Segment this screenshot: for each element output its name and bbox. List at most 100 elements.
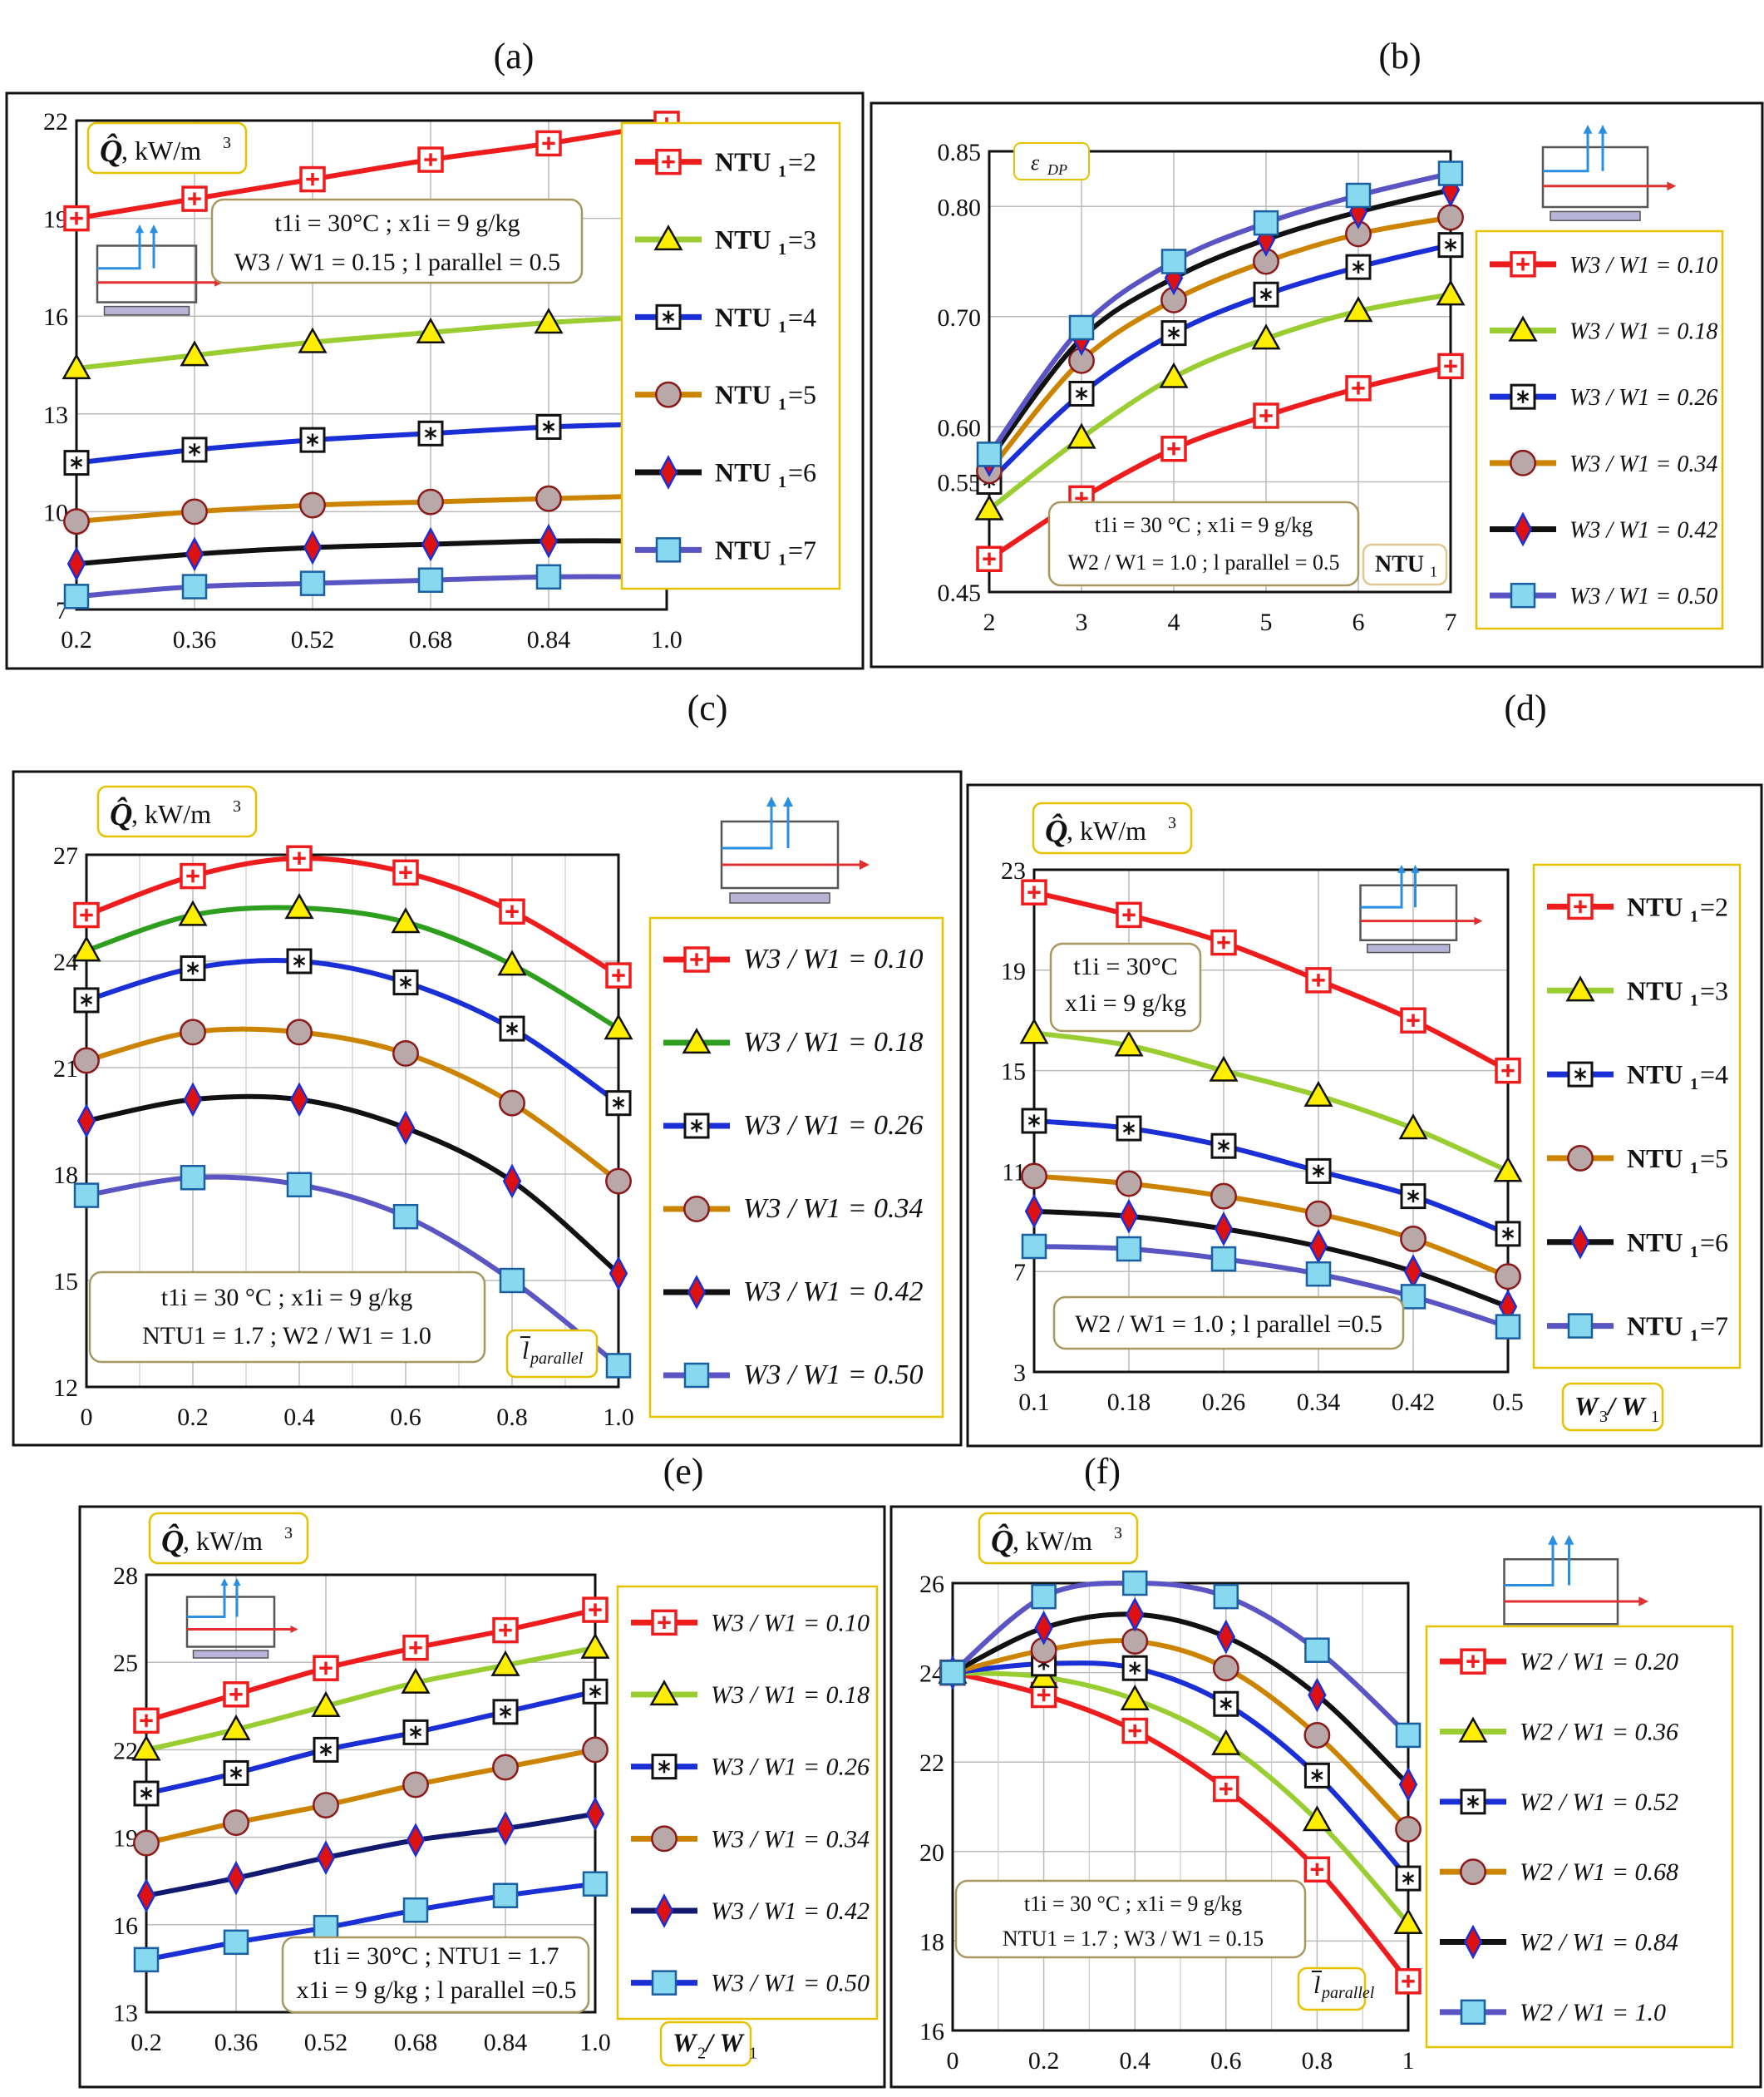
data-point: [392, 1203, 419, 1230]
data-point: [1120, 1684, 1150, 1711]
legend-marker: [1510, 383, 1536, 410]
legend-marker: [655, 381, 682, 408]
annotation-line: W3 / W1 = 0.15 ; l parallel = 0.5: [234, 249, 560, 276]
data-point: [1437, 232, 1464, 259]
series-6: [939, 1570, 1422, 1749]
y-tick-label: 3: [1013, 1359, 1026, 1387]
data-point: [62, 353, 91, 380]
data-point: [492, 1699, 519, 1725]
data-point: [1253, 402, 1279, 429]
series-line: [76, 574, 668, 599]
panel-label: (a): [494, 36, 535, 76]
x-tick-label: 0.5: [1492, 1389, 1524, 1416]
legend-label: W3 / W1 = 0.34: [711, 1825, 870, 1853]
annotation-line: t1i = 30 °C ; x1i = 9 g/kg: [1024, 1892, 1242, 1916]
legend-label: W3 / W1 = 0.10: [743, 944, 924, 974]
legend-marker: [1460, 1858, 1486, 1886]
data-point: [1305, 1157, 1332, 1184]
legend-marker: [682, 1028, 712, 1054]
legend-label-value: =5: [1700, 1143, 1728, 1173]
data-point: [1209, 1055, 1239, 1082]
legend-item-6: W3 / W1 = 0.50: [663, 1359, 924, 1390]
legend-label: W2 / W1 = 0.68: [1520, 1858, 1678, 1886]
y-axis-label: Q̂, kW/m 3: [96, 785, 258, 838]
data-point: [605, 1353, 632, 1379]
legend-label: W3 / W1 = 0.42: [1569, 518, 1717, 544]
legend-label: W3 / W1 = 0.50: [743, 1359, 924, 1390]
data-point: [1210, 1182, 1237, 1210]
y-axis-label-unit: , kW/m: [1067, 816, 1146, 846]
annotation-line: t1i = 30°C ; x1i = 9 g/kg: [274, 210, 520, 237]
y-tick-label: 16: [113, 1912, 138, 1940]
series-line: [86, 1093, 620, 1275]
data-point: [1213, 1690, 1239, 1717]
data-point: [183, 1082, 203, 1118]
y-axis-label-sup: 3: [233, 797, 241, 816]
y-tick-label: 26: [919, 1571, 944, 1598]
x-axis-label-main: W: [673, 2027, 698, 2057]
legend-marker: [1458, 1716, 1488, 1743]
y-tick-label: 0.70: [938, 304, 982, 332]
data-point: [1303, 1721, 1331, 1749]
data-point: [286, 1019, 313, 1046]
annotation-line: NTU1 = 1.7 ; W3 / W1 = 0.15: [1003, 1927, 1264, 1951]
legend-label: W3 / W1 = 0.10: [1569, 253, 1717, 279]
data-point: [299, 165, 326, 193]
x-tick-label: 0.4: [283, 1404, 315, 1431]
annotation-box: t1i = 30°C ; NTU1 = 1.7 x1i = 9 g/kg ; l …: [281, 1936, 590, 2014]
data-point: [133, 1829, 160, 1857]
data-point: [1067, 422, 1096, 449]
y-axis-label-sup: 3: [1168, 814, 1176, 832]
data-point: [1212, 1655, 1239, 1682]
data-point: [1019, 1018, 1049, 1044]
legend-label: W3 / W1 = 0.34: [743, 1193, 924, 1224]
data-point: [406, 1823, 426, 1858]
data-point: [1159, 362, 1189, 388]
legend: W3 / W1 = 0.10 W3 / W1 = 0.18 W3 / W1 = 0.…: [1475, 229, 1724, 630]
x-tick-label: 4: [1168, 609, 1180, 636]
series-line: [86, 905, 620, 1031]
legend-label: W3 / W1 = 0.26: [1569, 385, 1717, 411]
data-point: [976, 545, 1003, 572]
y-tick-label: 0.45: [938, 580, 982, 607]
x-tick-label: 0: [947, 2047, 959, 2075]
data-point: [1393, 1907, 1423, 1935]
data-point: [180, 340, 209, 367]
legend-item-1: W2 / W1 = 0.20: [1440, 1648, 1678, 1675]
legend-item-5: W3 / W1 = 0.42: [631, 1893, 870, 1928]
x-axis-label-sub2: 1: [1651, 1408, 1659, 1426]
data-point: [1303, 1080, 1333, 1107]
legend-item-4: NTU 1 =5: [1547, 1143, 1728, 1177]
data-point: [417, 567, 444, 593]
series-2: [131, 1632, 610, 1761]
data-point: [535, 413, 562, 440]
y-axis-label-unit: , kW/m: [131, 799, 211, 829]
data-point: [939, 1660, 966, 1685]
y-tick-label: 19: [113, 1825, 138, 1853]
data-point: [180, 955, 206, 982]
legend-item-3: W3 / W1 = 0.26: [631, 1754, 870, 1781]
data-point: [1345, 182, 1372, 209]
data-point: [1068, 314, 1095, 341]
x-tick-label: 1.0: [651, 626, 682, 654]
heat-exchanger-icon: [96, 225, 224, 316]
legend-label: NTU: [715, 225, 771, 254]
series-2: [71, 893, 633, 1040]
data-point: [1436, 279, 1466, 306]
data-point: [71, 935, 101, 962]
y-tick-label: 27: [53, 842, 78, 870]
legend-label-sub: 1: [1690, 991, 1698, 1009]
data-point: [313, 1655, 339, 1681]
data-point: [580, 1632, 610, 1659]
data-point: [181, 185, 208, 212]
legend-marker: [1508, 315, 1538, 342]
data-point: [223, 1681, 249, 1708]
legend-label: NTU: [715, 302, 771, 332]
legend-item-4: W3 / W1 = 0.34: [631, 1825, 870, 1853]
heat-exchanger-icon: [185, 1578, 298, 1659]
data-point: [181, 498, 208, 525]
data-point: [181, 437, 208, 463]
x-tick-label: 0.18: [1107, 1389, 1151, 1416]
legend-marker: [1565, 975, 1595, 1002]
